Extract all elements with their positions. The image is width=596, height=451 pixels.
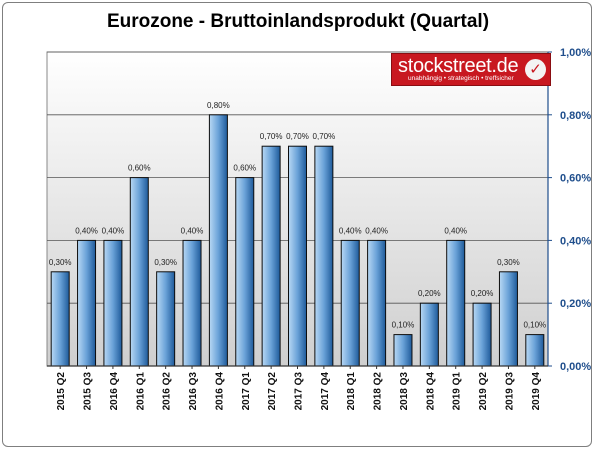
data-label: 0,20% bbox=[418, 289, 441, 298]
y-tick-label: 0,40% bbox=[560, 235, 591, 247]
bar bbox=[393, 334, 413, 367]
data-label: 0,40% bbox=[75, 226, 98, 235]
x-tick-label: 2019 Q2 bbox=[478, 372, 489, 411]
bar bbox=[261, 145, 281, 367]
bar bbox=[367, 239, 387, 367]
data-label: 0,40% bbox=[181, 226, 204, 235]
data-label: 0,30% bbox=[154, 258, 177, 267]
bar bbox=[446, 239, 466, 367]
data-label: 0,10% bbox=[523, 321, 546, 330]
bar bbox=[314, 145, 334, 367]
x-tick-label: 2018 Q3 bbox=[399, 372, 410, 411]
bar bbox=[156, 271, 176, 367]
bar bbox=[419, 302, 439, 367]
x-tick-label: 2016 Q4 bbox=[109, 372, 120, 411]
data-label: 0,70% bbox=[313, 132, 336, 141]
data-label: 0,30% bbox=[497, 258, 520, 267]
data-label: 0,40% bbox=[102, 226, 125, 235]
y-tick-label: 0,80% bbox=[560, 110, 591, 122]
bar bbox=[235, 177, 255, 367]
logo-wordmark: stockstreet.de bbox=[398, 55, 519, 77]
data-label: 0,20% bbox=[471, 289, 494, 298]
data-label: 0,40% bbox=[339, 226, 362, 235]
x-tick-label: 2015 Q3 bbox=[83, 372, 94, 411]
bar bbox=[103, 239, 123, 367]
chart-title: Eurozone - Bruttoinlandsprodukt (Quartal… bbox=[106, 11, 490, 32]
bar bbox=[208, 114, 228, 367]
x-tick-label: 2018 Q4 bbox=[425, 372, 436, 411]
y-tick-label: 0,00% bbox=[560, 361, 591, 373]
x-tick-label: 2019 Q4 bbox=[531, 372, 542, 411]
logo-tagline: unabhängig • strategisch • treffsicher bbox=[408, 75, 514, 82]
bar bbox=[498, 271, 518, 367]
x-tick-label: 2019 Q3 bbox=[504, 372, 515, 411]
bar bbox=[525, 334, 545, 367]
x-tick-label: 2017 Q4 bbox=[320, 372, 331, 411]
bar bbox=[129, 177, 149, 367]
data-label: 0,60% bbox=[233, 164, 256, 173]
data-label: 0,30% bbox=[49, 258, 72, 267]
x-tick-label: 2016 Q4 bbox=[214, 372, 225, 411]
y-tick-label: 0,60% bbox=[560, 173, 591, 185]
x-tick-label: 2019 Q1 bbox=[452, 372, 463, 411]
x-tick-label: 2017 Q2 bbox=[267, 372, 278, 411]
bar bbox=[288, 145, 307, 367]
data-label: 0,70% bbox=[286, 132, 309, 141]
x-tick-label: 2017 Q1 bbox=[241, 372, 252, 411]
x-tick-label: 2016 Q1 bbox=[135, 372, 146, 411]
x-tick-label: 2018 Q1 bbox=[346, 372, 357, 411]
data-label: 0,40% bbox=[365, 226, 388, 235]
x-tick-label: 2015 Q2 bbox=[56, 372, 67, 411]
bar bbox=[77, 239, 97, 367]
bar bbox=[182, 239, 202, 367]
data-label: 0,40% bbox=[444, 226, 467, 235]
data-label: 0,70% bbox=[260, 132, 283, 141]
x-tick-label: 2016 Q3 bbox=[188, 372, 199, 411]
x-tick-label: 2017 Q3 bbox=[294, 372, 305, 411]
data-label: 0,80% bbox=[207, 101, 230, 110]
data-label: 0,60% bbox=[128, 164, 151, 173]
bar bbox=[472, 302, 492, 367]
x-tick-label: 2016 Q2 bbox=[162, 372, 173, 411]
data-label: 0,10% bbox=[392, 321, 415, 330]
checkmark-icon: ✓ bbox=[525, 59, 546, 80]
bar bbox=[50, 271, 70, 367]
stockstreet-logo[interactable]: stockstreet.de unabhängig • strategisch … bbox=[391, 53, 551, 86]
y-tick-label: 1,00% bbox=[560, 47, 591, 59]
bar bbox=[340, 239, 360, 367]
x-tick-label: 2018 Q2 bbox=[373, 372, 384, 411]
y-tick-label: 0,20% bbox=[560, 298, 591, 310]
